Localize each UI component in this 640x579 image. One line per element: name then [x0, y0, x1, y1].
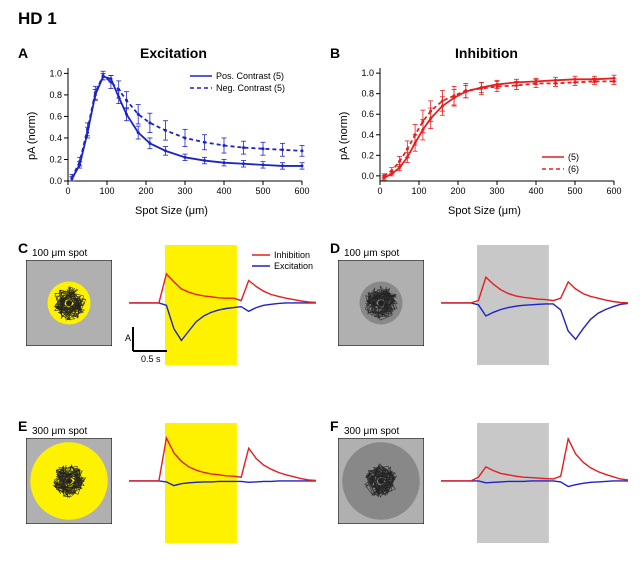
panel-e-stim-label: 300 μm spot [32, 426, 87, 437]
svg-text:(6): (6) [568, 164, 579, 174]
panel-c-letter: C [18, 240, 28, 256]
svg-text:Excitation: Excitation [274, 261, 313, 271]
svg-text:0.5 s: 0.5 s [141, 354, 161, 364]
panel-b-letter: B [330, 45, 340, 61]
svg-text:(5): (5) [568, 152, 579, 162]
svg-text:1.0: 1.0 [361, 68, 374, 78]
svg-text:300: 300 [489, 186, 504, 196]
svg-text:0.6: 0.6 [361, 109, 374, 119]
svg-text:0: 0 [377, 186, 382, 196]
panel-b-ylabel: pA (norm) [338, 112, 350, 160]
stim-icon-c [26, 260, 112, 346]
panel-a-letter: A [18, 45, 28, 61]
svg-text:500: 500 [255, 186, 270, 196]
chart-excitation: 0 100 200 300 400 500 600 0.0 0.2 0.4 0.6 0.8 1.0 Pos… [40, 62, 310, 207]
svg-text:0.4: 0.4 [361, 130, 374, 140]
svg-text:0.6: 0.6 [49, 111, 62, 121]
svg-text:Inhibition: Inhibition [274, 250, 310, 260]
svg-text:Neg. Contrast (5): Neg. Contrast (5) [216, 83, 285, 93]
svg-text:0.0: 0.0 [49, 176, 62, 186]
svg-text:Pos. Contrast (5): Pos. Contrast (5) [216, 71, 284, 81]
svg-text:0.8: 0.8 [361, 89, 374, 99]
svg-text:500: 500 [567, 186, 582, 196]
trace-e [125, 423, 320, 543]
svg-text:300: 300 [177, 186, 192, 196]
figure-title: HD 1 [18, 9, 57, 29]
panel-c-stim-label: 100 μm spot [32, 248, 87, 259]
panel-b-title: Inhibition [455, 45, 518, 61]
panel-d-letter: D [330, 240, 340, 256]
chart-inhibition: 0 100 200 300 400 500 600 0.0 0.2 0.4 0.6 0.8 1.0 (5)… [352, 62, 622, 207]
trace-d [437, 245, 632, 365]
svg-text:400: 400 [528, 186, 543, 196]
svg-text:100: 100 [411, 186, 426, 196]
svg-text:0.2: 0.2 [361, 150, 374, 160]
svg-text:600: 600 [294, 186, 309, 196]
svg-text:200 pA: 200 pA [125, 333, 131, 343]
svg-text:600: 600 [606, 186, 621, 196]
svg-text:100: 100 [99, 186, 114, 196]
svg-text:0.8: 0.8 [49, 90, 62, 100]
svg-text:0.4: 0.4 [49, 133, 62, 143]
stim-icon-f [338, 438, 424, 524]
svg-text:0.2: 0.2 [49, 154, 62, 164]
panel-d-stim-label: 100 μm spot [344, 248, 399, 259]
trace-c: InhibitionExcitation 200 pA 0.5 s [125, 245, 320, 365]
svg-text:200: 200 [138, 186, 153, 196]
trace-f [437, 423, 632, 543]
svg-text:200: 200 [450, 186, 465, 196]
stim-icon-d [338, 260, 424, 346]
svg-text:0.0: 0.0 [361, 171, 374, 181]
panel-e-letter: E [18, 418, 27, 434]
svg-text:0: 0 [65, 186, 70, 196]
stim-icon-e [26, 438, 112, 524]
panel-f-stim-label: 300 μm spot [344, 426, 399, 437]
panel-a-title: Excitation [140, 45, 207, 61]
panel-f-letter: F [330, 418, 339, 434]
panel-a-ylabel: pA (norm) [26, 112, 38, 160]
svg-text:1.0: 1.0 [49, 68, 62, 78]
svg-text:400: 400 [216, 186, 231, 196]
